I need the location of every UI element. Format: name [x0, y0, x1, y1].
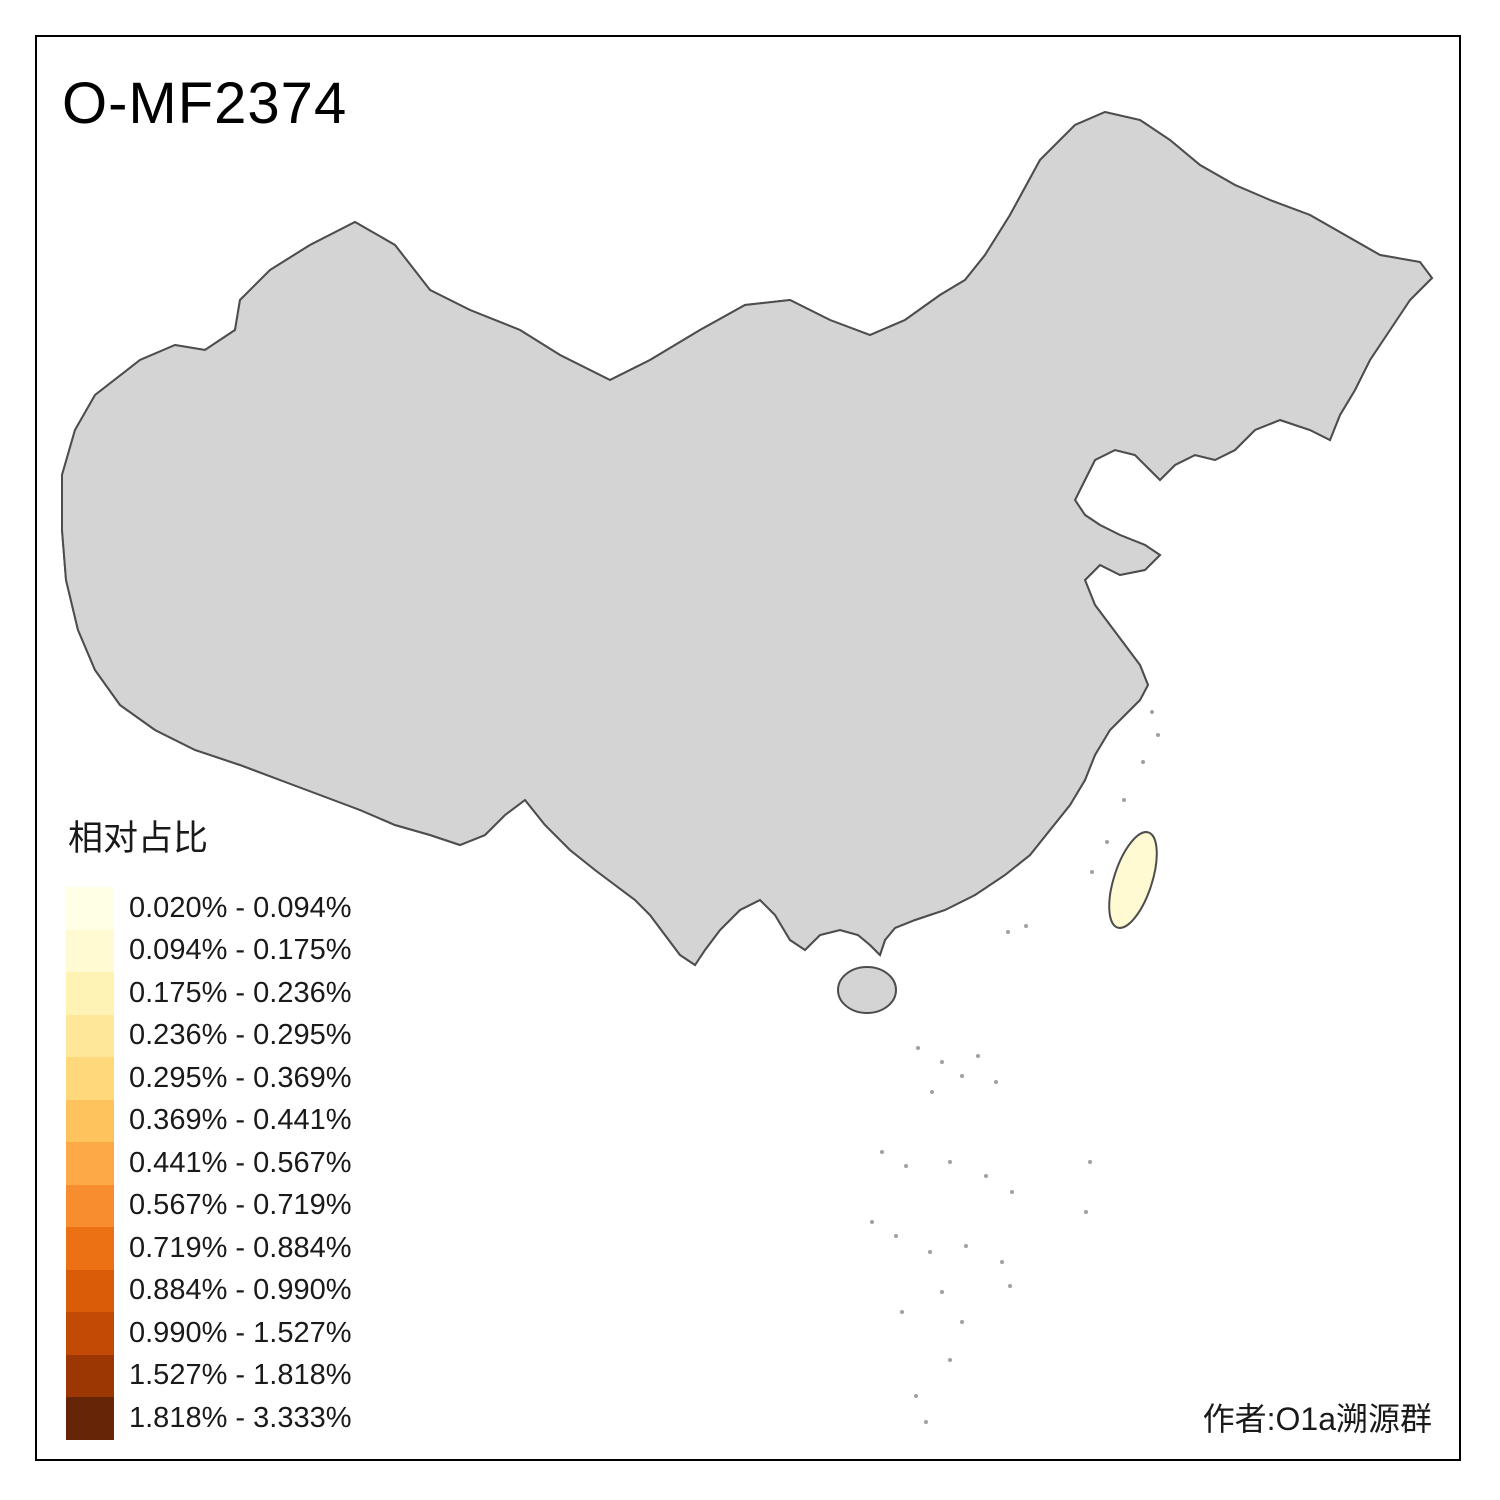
legend-label: 0.567% - 0.719%: [129, 1189, 352, 1222]
legend-row: 0.020% - 0.094%: [66, 887, 351, 930]
legend-swatch: [66, 1014, 114, 1057]
legend-row: 0.236% - 0.295%: [66, 1014, 352, 1057]
author-credit: 作者:O1a溯源群: [1202, 1401, 1432, 1437]
legend-row: 0.567% - 0.719%: [66, 1184, 352, 1227]
legend-label: 1.527% - 1.818%: [129, 1359, 352, 1392]
legend-swatch: [66, 1354, 114, 1397]
legend-row: 0.369% - 0.441%: [66, 1099, 352, 1142]
legend-label: 0.295% - 0.369%: [129, 1061, 352, 1094]
legend-swatch: [66, 1057, 114, 1100]
legend-row: 0.990% - 1.527%: [66, 1312, 351, 1355]
legend-swatch: [66, 1312, 114, 1355]
legend-swatch: [66, 1397, 114, 1440]
legend-swatch: [66, 1269, 114, 1312]
legend-label: 1.818% - 3.333%: [129, 1401, 352, 1434]
legend-swatch: [66, 887, 114, 930]
legend-row: 0.175% - 0.236%: [66, 972, 351, 1015]
legend-row: 0.094% - 0.175%: [66, 929, 352, 972]
legend-row: 0.441% - 0.567%: [66, 1142, 351, 1185]
legend-swatch: [66, 929, 114, 972]
legend-swatch: [66, 1099, 114, 1142]
legend-title: 相对占比: [68, 819, 209, 858]
legend-swatch: [66, 1227, 114, 1270]
legend-label: 0.990% - 1.527%: [129, 1316, 352, 1349]
legend-label: 0.094% - 0.175%: [129, 934, 352, 967]
legend: 相对占比 0.020% - 0.094% 0.094% - 0.175% 0.175…: [66, 810, 351, 1440]
legend-swatch: [66, 1184, 114, 1227]
taiwan-island: [1108, 831, 1158, 929]
hainan-island: [837, 966, 897, 1014]
legend-label: 0.175% - 0.236%: [129, 976, 352, 1009]
legend-label: 0.020% - 0.094%: [129, 891, 352, 924]
legend-rows: 0.020% - 0.094% 0.094% - 0.175% 0.175% - 0…: [66, 887, 351, 1440]
legend-row: 0.719% - 0.884%: [66, 1227, 351, 1270]
legend-swatch: [66, 1142, 114, 1185]
legend-label: 0.441% - 0.567%: [129, 1146, 352, 1179]
legend-label: 0.369% - 0.441%: [129, 1104, 352, 1137]
south-china-sea-islands: [870, 710, 1160, 1424]
map-region: [1060, 819, 1084, 845]
legend-swatch: [66, 972, 114, 1015]
map-region: [1071, 799, 1097, 833]
legend-row: 1.818% - 3.333%: [66, 1397, 351, 1440]
legend-label: 0.236% - 0.295%: [129, 1019, 352, 1052]
legend-row: 0.884% - 0.990%: [66, 1269, 352, 1312]
legend-label: 0.884% - 0.990%: [129, 1274, 352, 1307]
legend-row: 0.295% - 0.369%: [66, 1057, 351, 1100]
plot-title: O-MF2374: [62, 71, 348, 136]
legend-label: 0.719% - 0.884%: [129, 1231, 352, 1264]
legend-row: 1.527% - 1.818%: [66, 1354, 352, 1397]
